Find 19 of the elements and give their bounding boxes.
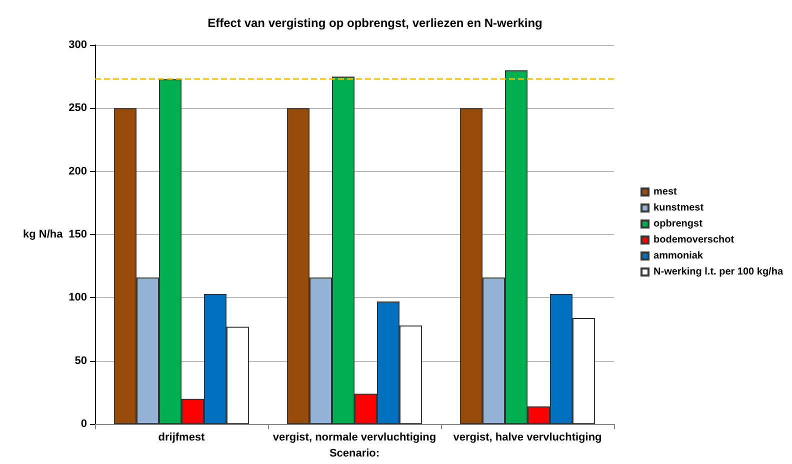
legend-label: N-werking l.t. per 100 kg/ha: [654, 266, 784, 278]
legend-label: opbrengst: [654, 218, 704, 230]
legend-label: bodemoverschot: [654, 234, 735, 246]
x-tick-label: vergist, halve vervluchtiging: [453, 432, 602, 444]
legend-label: ammoniak: [654, 250, 704, 262]
legend-label: mest: [654, 186, 678, 198]
y-tick-label: 200: [68, 165, 87, 178]
y-tick-label: 0: [80, 418, 87, 430]
y-axis-title: kg N/ha: [23, 228, 64, 241]
y-tick-label: 50: [74, 354, 87, 367]
y-tick-label: 300: [68, 39, 87, 51]
y-tick-label: 150: [68, 228, 87, 241]
x-tick-label: vergist, normale vervluchtiging: [272, 432, 436, 444]
y-tick-label: 100: [68, 292, 87, 304]
chart-title: Effect van vergisting op opbrengst, verliezen en N-werking: [208, 16, 542, 30]
legend-label: kunstmest: [654, 202, 704, 214]
x-axis-title: Scenario:: [329, 448, 380, 460]
x-tick-label: drijfmest: [158, 432, 206, 444]
y-tick-label: 250: [68, 102, 87, 114]
